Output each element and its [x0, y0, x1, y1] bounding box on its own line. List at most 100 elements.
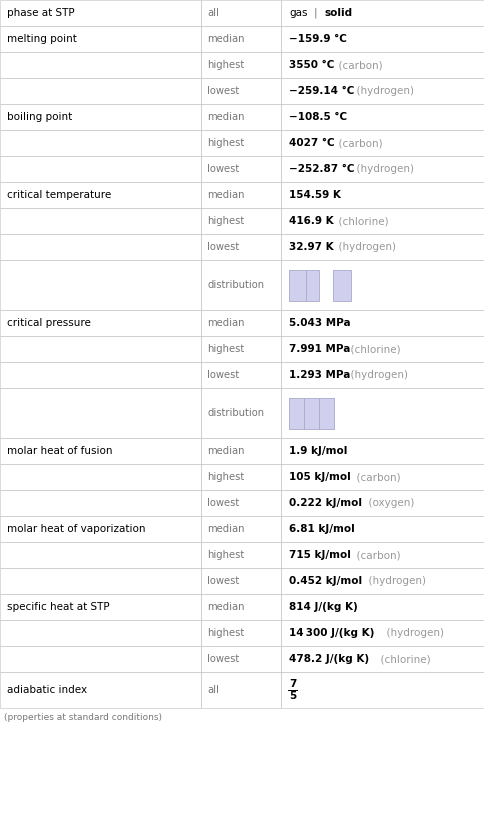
Bar: [0, 568, 201, 594]
Text: boiling point: boiling point: [7, 112, 72, 122]
Text: median: median: [207, 318, 244, 328]
Text: molar heat of vaporization: molar heat of vaporization: [7, 524, 145, 534]
Bar: [0, 336, 201, 362]
Bar: [0, 594, 201, 620]
Text: all: all: [207, 685, 219, 695]
Text: highest: highest: [207, 216, 244, 226]
Bar: [201, 516, 281, 542]
Bar: [0, 646, 201, 672]
Text: median: median: [207, 34, 244, 44]
Bar: [0, 388, 201, 438]
Bar: [201, 52, 281, 78]
Bar: [201, 130, 281, 156]
Bar: [201, 26, 281, 52]
Bar: [201, 620, 281, 646]
Bar: [0, 208, 201, 234]
Bar: [201, 234, 281, 260]
Text: median: median: [207, 112, 244, 122]
Bar: [0, 0, 201, 26]
Text: 0.222 kJ/mol: 0.222 kJ/mol: [288, 498, 362, 508]
Text: 416.9 K: 416.9 K: [288, 216, 333, 226]
Text: −252.87 °C: −252.87 °C: [288, 164, 354, 174]
Bar: [201, 672, 281, 708]
Text: gas: gas: [288, 8, 307, 18]
Bar: [0, 542, 201, 568]
Text: (chlorine): (chlorine): [373, 654, 430, 664]
Bar: [281, 620, 484, 646]
Bar: [201, 490, 281, 516]
Bar: [281, 104, 484, 130]
Bar: [281, 208, 484, 234]
Bar: [0, 26, 201, 52]
Text: 3550 °C: 3550 °C: [288, 60, 334, 70]
Bar: [201, 438, 281, 464]
Text: 154.59 K: 154.59 K: [288, 190, 340, 200]
Bar: [0, 234, 201, 260]
Bar: [201, 464, 281, 490]
Text: (hydrogen): (hydrogen): [349, 86, 413, 96]
Bar: [281, 130, 484, 156]
Text: lowest: lowest: [207, 370, 239, 380]
Bar: [281, 542, 484, 568]
Bar: [281, 362, 484, 388]
Text: 7.991 MPa: 7.991 MPa: [288, 344, 350, 354]
Text: (chlorine): (chlorine): [331, 216, 387, 226]
Bar: [281, 438, 484, 464]
Text: median: median: [207, 524, 244, 534]
Text: distribution: distribution: [207, 280, 264, 290]
Bar: [281, 78, 484, 104]
Bar: [0, 464, 201, 490]
Text: (hydrogen): (hydrogen): [343, 370, 407, 380]
Text: highest: highest: [207, 60, 244, 70]
Text: (chlorine): (chlorine): [343, 344, 399, 354]
Bar: [281, 234, 484, 260]
Text: distribution: distribution: [207, 408, 264, 418]
Bar: [201, 104, 281, 130]
Bar: [0, 156, 201, 182]
Bar: [281, 182, 484, 208]
Bar: [281, 568, 484, 594]
Text: lowest: lowest: [207, 242, 239, 252]
Bar: [0, 516, 201, 542]
Text: 6.81 kJ/mol: 6.81 kJ/mol: [288, 524, 354, 534]
Bar: [0, 362, 201, 388]
Bar: [281, 594, 484, 620]
Text: lowest: lowest: [207, 498, 239, 508]
Bar: [303, 397, 318, 428]
Text: 32.97 K: 32.97 K: [288, 242, 333, 252]
Text: 715 kJ/mol: 715 kJ/mol: [288, 550, 350, 560]
Bar: [281, 26, 484, 52]
Bar: [201, 310, 281, 336]
Text: median: median: [207, 446, 244, 456]
Bar: [201, 388, 281, 438]
Text: highest: highest: [207, 472, 244, 482]
Bar: [281, 516, 484, 542]
Text: 814 J/(kg K): 814 J/(kg K): [288, 602, 357, 612]
Text: (properties at standard conditions): (properties at standard conditions): [4, 713, 162, 722]
Text: median: median: [207, 602, 244, 612]
Bar: [201, 646, 281, 672]
Bar: [281, 490, 484, 516]
Bar: [281, 260, 484, 310]
Bar: [0, 490, 201, 516]
Text: 5.043 MPa: 5.043 MPa: [288, 318, 350, 328]
Bar: [201, 0, 281, 26]
Text: (oxygen): (oxygen): [361, 498, 413, 508]
Text: highest: highest: [207, 138, 244, 148]
Bar: [201, 156, 281, 182]
Text: specific heat at STP: specific heat at STP: [7, 602, 109, 612]
Bar: [0, 78, 201, 104]
Bar: [0, 182, 201, 208]
Text: lowest: lowest: [207, 576, 239, 586]
Bar: [201, 542, 281, 568]
Text: highest: highest: [207, 628, 244, 638]
Text: solid: solid: [324, 8, 352, 18]
Bar: [0, 52, 201, 78]
Text: −159.9 °C: −159.9 °C: [288, 34, 347, 44]
Bar: [201, 208, 281, 234]
Text: lowest: lowest: [207, 164, 239, 174]
Text: highest: highest: [207, 550, 244, 560]
Bar: [281, 0, 484, 26]
Text: critical pressure: critical pressure: [7, 318, 91, 328]
Bar: [0, 130, 201, 156]
